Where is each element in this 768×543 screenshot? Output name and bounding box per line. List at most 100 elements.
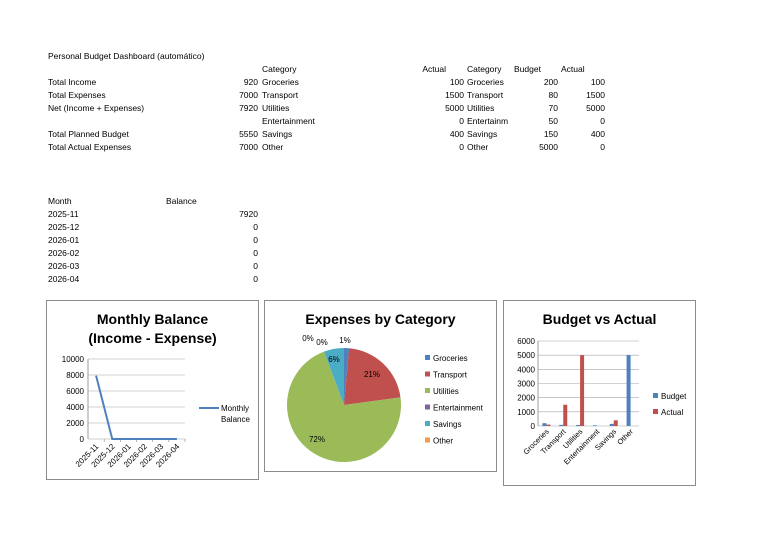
legend-label: Other [433, 437, 453, 446]
pie-chart-plot: 1%21%72%0%6%0%GroceriesTransportUtilitie… [287, 334, 484, 462]
actual-cell: 5000 [586, 103, 605, 113]
pie-slice-transport [344, 348, 401, 405]
legend-label: Transport [433, 371, 468, 380]
budget-cell: 200 [543, 77, 558, 87]
header-month: Month [48, 196, 72, 206]
bar-actual [580, 355, 585, 426]
pie-data-label: 6% [328, 355, 340, 364]
pie-data-label: 0% [316, 338, 328, 347]
y-tick-label: 4000 [517, 365, 535, 374]
pie-data-label: 1% [339, 336, 351, 345]
sheet-title: Personal Budget Dashboard (automático) [48, 51, 205, 61]
month-cell: 2025-11 [48, 209, 79, 219]
y-tick-label: 2000 [517, 394, 535, 403]
legend-swatch [425, 355, 430, 360]
y-tick-label: 4000 [66, 403, 84, 412]
summary-value-total-expenses: 7000 [239, 90, 258, 100]
month-cell: 2025-12 [48, 222, 80, 232]
pie-slice-utilities [287, 351, 401, 462]
legend-swatch [425, 437, 430, 443]
y-tick-label: 0 [80, 435, 85, 444]
category-cell: Other [262, 142, 284, 152]
category-cell: Transport [467, 90, 504, 100]
legend-label: Savings [433, 420, 461, 429]
legend-label: Groceries [433, 354, 468, 363]
legend-label: Budget [661, 392, 687, 401]
bar-budget [576, 425, 581, 426]
balance-cell: 0 [253, 222, 258, 232]
y-tick-label: 10000 [62, 355, 85, 364]
legend-swatch [425, 388, 430, 393]
expenses-pie-chart[interactable]: Expenses by Category 1% 21% 72% 0% 6% 0% Groce… [264, 300, 497, 472]
budget-cell: 150 [543, 129, 558, 139]
y-tick-label: 8000 [66, 371, 84, 380]
actual-cell: 1500 [445, 90, 464, 100]
monthly-balance-chart[interactable]: Monthly Balance (Income - Expense) 0 2000… [46, 300, 259, 480]
actual-cell: 5000 [445, 103, 464, 113]
legend-label: Actual [661, 408, 683, 417]
summary-value-total-income: 920 [243, 77, 258, 87]
balance-cell: 0 [253, 261, 258, 271]
legend-swatch [653, 409, 658, 414]
bar-actual [546, 424, 551, 426]
legend-label: Monthly [221, 404, 249, 413]
category-cell: Savings [262, 129, 293, 139]
month-cell: 2026-03 [48, 261, 80, 271]
bar-actual [613, 420, 618, 426]
legend-swatch [425, 421, 430, 426]
y-tick-label: 2000 [66, 419, 84, 428]
summary-label-total-income: Total Income [48, 77, 97, 87]
bar-chart-plot: 0100020003000400050006000GroceriesTransp… [517, 337, 687, 466]
header-budget: Budget [514, 64, 541, 74]
bar-budget [542, 423, 547, 426]
actual-cell: 100 [449, 77, 464, 87]
pie-data-label: 72% [309, 435, 325, 444]
category-cell: Entertainm [467, 116, 509, 126]
month-cell: 2026-02 [48, 248, 80, 258]
y-tick-label: 3000 [517, 380, 535, 389]
actual-cell: 100 [590, 77, 605, 87]
pie-slice-savings [323, 348, 344, 405]
actual-cell: 0 [600, 116, 605, 126]
category-cell: Transport [262, 90, 299, 100]
x-tick-label: Other [615, 427, 635, 447]
summary-value-planned-budget: 5550 [239, 129, 258, 139]
budget-cell: 5000 [539, 142, 558, 152]
category-cell: Utilities [262, 103, 290, 113]
bar-budget [592, 425, 597, 426]
pie-data-label: 0% [302, 334, 314, 343]
legend-swatch [425, 404, 430, 410]
legend-label: Balance [221, 415, 250, 424]
category-cell: Other [467, 142, 489, 152]
y-tick-label: 6000 [66, 387, 84, 396]
line-chart-plot: 02000400060008000100002025-112025-122026… [62, 355, 251, 469]
header-category: Category [262, 64, 297, 74]
chart-title: Expenses by Category [305, 311, 456, 327]
y-tick-label: 1000 [517, 408, 535, 417]
y-tick-label: 5000 [517, 351, 535, 360]
bar-budget [609, 423, 614, 426]
pie-data-label: 21% [364, 370, 380, 379]
category-cell: Entertainment [262, 116, 315, 126]
category-cell: Savings [467, 129, 498, 139]
series-line-monthly-balance [95, 375, 177, 440]
balance-cell: 0 [253, 235, 258, 245]
summary-label-net: Net (Income + Expenses) [48, 103, 145, 113]
summary-value-actual-expenses: 7000 [239, 142, 258, 152]
header-balance: Balance [166, 196, 197, 206]
chart-subtitle: (Income - Expense) [88, 330, 217, 346]
budget-cell: 80 [548, 90, 558, 100]
month-cell: 2026-04 [48, 274, 80, 284]
summary-label-actual-expenses: Total Actual Expenses [48, 142, 132, 152]
summary-value-net: 7920 [239, 103, 258, 113]
legend-label: Utilities [433, 387, 459, 396]
budget-cell: 70 [548, 103, 558, 113]
actual-cell: 1500 [586, 90, 605, 100]
actual-cell: 0 [459, 116, 464, 126]
actual-cell: 0 [600, 142, 605, 152]
bar-budget [626, 355, 631, 426]
month-cell: 2026-01 [48, 235, 80, 245]
legend-swatch [653, 393, 658, 398]
category-cell: Groceries [467, 77, 504, 87]
budget-vs-actual-chart[interactable]: Budget vs Actual 0 1000 2000 3000 4000 5000 60… [503, 300, 696, 486]
